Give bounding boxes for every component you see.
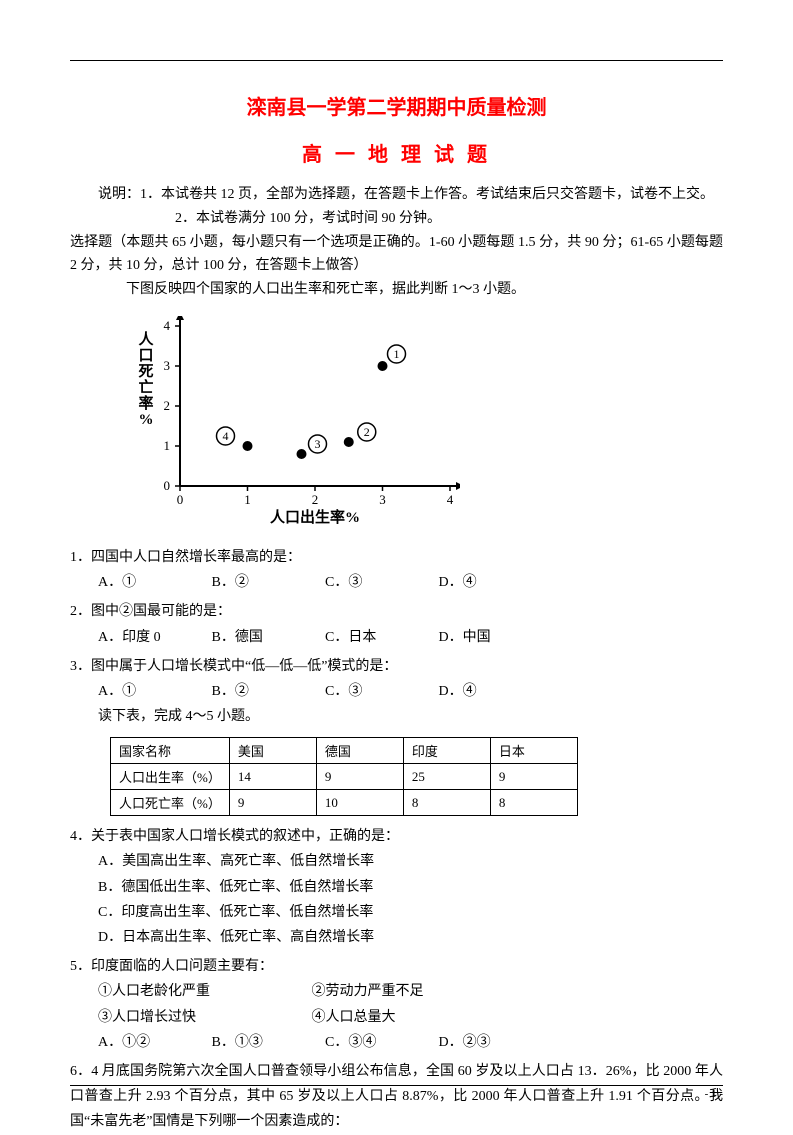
q5-items: ①人口老龄化严重 ②劳动力严重不足 ③人口增长过快 ④人口总量大 <box>70 979 723 1029</box>
instruction-1: 说明：1．本试卷共 12 页，全部为选择题，在答题卡上作答。考试结束后只交答题卡… <box>70 183 723 207</box>
q1-stem: 1．四国中人口自然增长率最高的是： <box>70 545 723 570</box>
page-number: - 1 - <box>705 1088 723 1100</box>
svg-text:3: 3 <box>315 437 321 451</box>
table-header-row: 国家名称 美国 德国 印度 日本 <box>111 738 578 764</box>
svg-text:2: 2 <box>312 492 319 507</box>
q4-options: A．美国高出生率、高死亡率、低自然增长率 B．德国低出生率、低死亡率、低自然增长… <box>70 849 723 950</box>
svg-text:率: 率 <box>138 394 153 412</box>
th-0: 国家名称 <box>111 738 230 764</box>
data-table: 国家名称 美国 德国 印度 日本 人口出生率（%） 14 9 25 9 人口死亡… <box>110 737 578 816</box>
q2-d: D．中国 <box>439 625 549 650</box>
q5-b: B．①③ <box>212 1030 322 1055</box>
q5-d: D．②③ <box>439 1030 549 1055</box>
td: 10 <box>316 790 403 816</box>
q1: 1．四国中人口自然增长率最高的是： A．① B．② C．③ D．④ <box>70 545 723 595</box>
svg-text:3: 3 <box>164 358 171 373</box>
q5-i1: ①人口老龄化严重 <box>98 979 308 1004</box>
q2-a: A．印度 0 <box>98 625 208 650</box>
q2-stem: 2．图中②国最可能的是： <box>70 599 723 624</box>
instruction-4: 下图反映四个国家的人口出生率和死亡率，据此判断 1～3 小题。 <box>70 278 723 302</box>
q5-options: A．①② B．①③ C．③④ D．②③ <box>70 1030 723 1055</box>
page-footer: - 1 - <box>70 1085 723 1100</box>
q3-b: B．② <box>212 679 322 704</box>
table-row: 人口死亡率（%） 9 10 8 8 <box>111 790 578 816</box>
q3-c: C．③ <box>325 679 435 704</box>
q5-i3: ③人口增长过快 <box>98 1005 308 1030</box>
td: 人口出生率（%） <box>111 764 230 790</box>
svg-text:1: 1 <box>164 438 171 453</box>
rule-top <box>70 60 723 61</box>
table-row: 人口出生率（%） 14 9 25 9 <box>111 764 578 790</box>
td: 人口死亡率（%） <box>111 790 230 816</box>
q1-a: A．① <box>98 570 208 595</box>
q3-stem: 3．图中属于人口增长模式中“低—低—低”模式的是： <box>70 654 723 679</box>
q5-a: A．①② <box>98 1030 208 1055</box>
td: 8 <box>403 790 490 816</box>
q5-stem: 5．印度面临的人口问题主要有： <box>70 954 723 979</box>
q4-b: B．德国低出生率、低死亡率、低自然增长率 <box>98 875 723 900</box>
q5-i2: ②劳动力严重不足 <box>312 979 522 1004</box>
q5-c: C．③④ <box>325 1030 435 1055</box>
svg-text:人口出生率%: 人口出生率% <box>270 508 360 526</box>
td: 9 <box>229 790 316 816</box>
svg-text:4: 4 <box>164 318 171 333</box>
q2-b: B．德国 <box>212 625 322 650</box>
q4-stem: 4．关于表中国家人口增长模式的叙述中，正确的是： <box>70 824 723 849</box>
svg-text:0: 0 <box>164 478 171 493</box>
q4-a: A．美国高出生率、高死亡率、低自然增长率 <box>98 849 723 874</box>
scatter-chart: 0 1 2 3 4 0 1 2 3 4 人口出生率% 人口死亡率% 1 2 3 4 <box>130 316 723 531</box>
td: 8 <box>490 790 577 816</box>
svg-text:死: 死 <box>138 363 153 380</box>
q3-a: A．① <box>98 679 208 704</box>
td: 9 <box>316 764 403 790</box>
q1-c: C．③ <box>325 570 435 595</box>
svg-text:口: 口 <box>138 348 153 364</box>
svg-text:1: 1 <box>394 347 400 361</box>
page-root: 滦南县一学第二学期期中质量检测 高 一 地 理 试 题 说明：1．本试卷共 12… <box>0 0 793 1122</box>
th-2: 德国 <box>316 738 403 764</box>
q5-i4: ④人口总量大 <box>312 1005 522 1030</box>
q5: 5．印度面临的人口问题主要有： ①人口老龄化严重 ②劳动力严重不足 ③人口增长过… <box>70 954 723 1055</box>
q4: 4．关于表中国家人口增长模式的叙述中，正确的是： A．美国高出生率、高死亡率、低… <box>70 824 723 950</box>
svg-text:%: % <box>139 412 154 428</box>
svg-text:3: 3 <box>379 492 386 507</box>
th-1: 美国 <box>229 738 316 764</box>
exam-subtitle: 高 一 地 理 试 题 <box>70 138 723 167</box>
svg-text:人: 人 <box>138 331 154 348</box>
th-4: 日本 <box>490 738 577 764</box>
td: 25 <box>403 764 490 790</box>
q2-options: A．印度 0 B．德国 C．日本 D．中国 <box>70 625 723 650</box>
q4-d: D．日本高出生率、低死亡率、高自然增长率 <box>98 925 723 950</box>
td: 9 <box>490 764 577 790</box>
table-prompt: 读下表，完成 4～5 小题。 <box>70 704 723 729</box>
q4-c: C．印度高出生率、低死亡率、低自然增长率 <box>98 900 723 925</box>
scatter-svg: 0 1 2 3 4 0 1 2 3 4 人口出生率% 人口死亡率% 1 2 3 4 <box>130 316 460 526</box>
th-3: 印度 <box>403 738 490 764</box>
svg-text:1: 1 <box>244 492 251 507</box>
svg-text:4: 4 <box>223 429 229 443</box>
q2: 2．图中②国最可能的是： A．印度 0 B．德国 C．日本 D．中国 <box>70 599 723 649</box>
q1-b: B．② <box>212 570 322 595</box>
q3-options: A．① B．② C．③ D．④ <box>70 679 723 704</box>
q3: 3．图中属于人口增长模式中“低—低—低”模式的是： A．① B．② C．③ D．… <box>70 654 723 730</box>
q1-options: A．① B．② C．③ D．④ <box>70 570 723 595</box>
q2-c: C．日本 <box>325 625 435 650</box>
svg-text:2: 2 <box>364 425 370 439</box>
svg-text:0: 0 <box>177 492 184 507</box>
q1-d: D．④ <box>439 570 549 595</box>
instruction-2: 2．本试卷满分 100 分，考试时间 90 分钟。 <box>70 207 723 231</box>
instruction-3: 选择题（本题共 65 小题，每小题只有一个选项是正确的。1-60 小题每题 1.… <box>70 231 723 279</box>
svg-text:亡: 亡 <box>138 378 153 396</box>
q3-d: D．④ <box>439 679 549 704</box>
svg-text:2: 2 <box>164 398 171 413</box>
svg-text:4: 4 <box>447 492 454 507</box>
td: 14 <box>229 764 316 790</box>
exam-title: 滦南县一学第二学期期中质量检测 <box>70 91 723 120</box>
